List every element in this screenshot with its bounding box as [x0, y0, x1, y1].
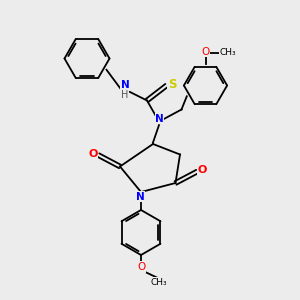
Text: O: O: [88, 148, 98, 159]
Text: H: H: [122, 90, 129, 100]
Text: CH₃: CH₃: [151, 278, 167, 287]
Text: O: O: [137, 262, 145, 272]
Text: N: N: [136, 192, 145, 202]
Text: N: N: [121, 80, 130, 91]
Text: N: N: [155, 113, 164, 124]
Text: O: O: [201, 47, 210, 57]
Text: S: S: [168, 77, 176, 91]
Text: O: O: [198, 165, 207, 175]
Text: CH₃: CH₃: [220, 48, 236, 57]
